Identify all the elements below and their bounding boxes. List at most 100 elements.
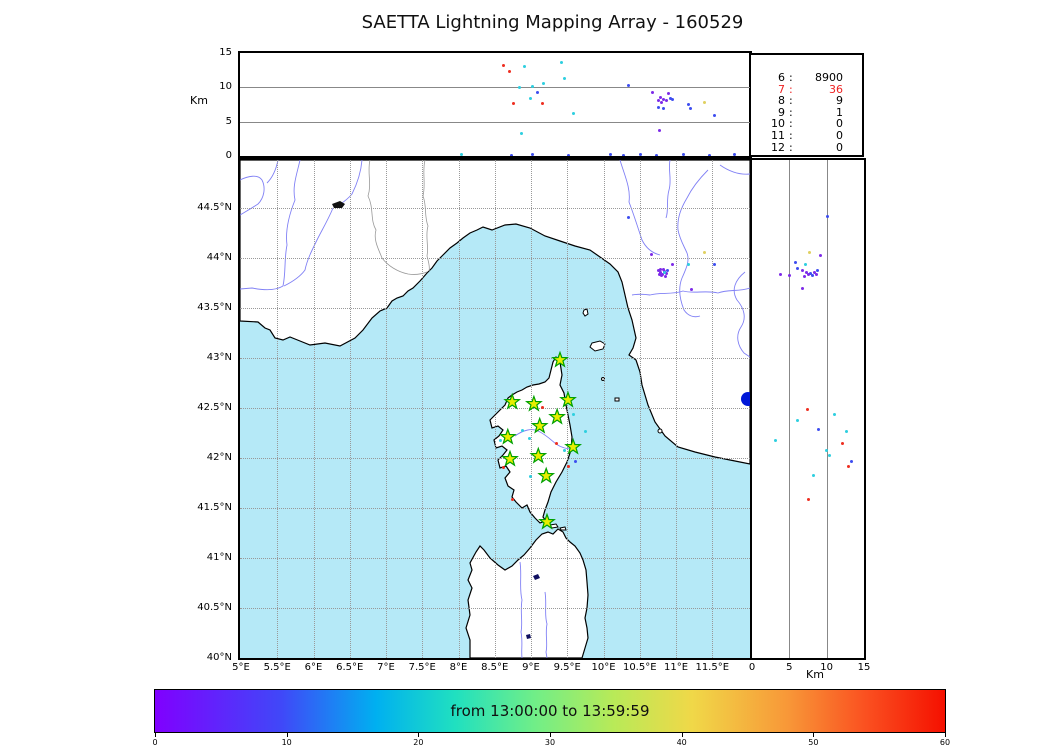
lightning-source-point	[622, 153, 626, 156]
lightning-source-point	[689, 288, 693, 291]
source-count-value: 0	[836, 140, 843, 154]
lightning-source-point	[840, 442, 844, 445]
lightning-source-point	[530, 84, 534, 88]
colorbar-tick	[286, 733, 288, 737]
colorbar-tick	[550, 733, 551, 737]
longitude-tick-label: 6°E	[304, 662, 323, 673]
lightning-source-point	[803, 275, 807, 278]
lightning-source-point	[801, 269, 805, 272]
lightning-source-point	[627, 216, 631, 219]
latitude-tick-label: 40°N	[206, 652, 232, 663]
source-count-colon: :	[789, 71, 793, 84]
lightning-source-point	[827, 454, 831, 457]
lightning-source-point	[833, 413, 837, 416]
lightning-source-point	[661, 106, 665, 110]
top-panel-ytick-label: 0	[225, 150, 232, 161]
colorbar-tick	[681, 733, 683, 737]
lake-bolsena	[741, 392, 750, 406]
pianosa-island	[614, 397, 620, 402]
lightning-source-point	[511, 102, 515, 106]
lightning-source-point	[788, 274, 792, 277]
lightning-source-point	[583, 430, 587, 433]
lightning-source-point	[686, 102, 690, 106]
lightning-source-point	[665, 269, 669, 272]
lightning-source-point	[712, 263, 716, 266]
lightning-source-point	[801, 287, 805, 290]
colorbar-tick-label: 40	[676, 738, 687, 747]
colorbar-tick-label: 30	[544, 738, 556, 747]
source-count-channel: 11	[771, 128, 785, 142]
colorbar-tick-label: 50	[808, 738, 819, 747]
source-count-row: 8: 9	[753, 95, 856, 107]
lightning-source-point	[824, 449, 828, 452]
right-panel-xtick-label: 10	[820, 662, 834, 673]
lightning-source-point	[498, 439, 502, 442]
lightning-source-point	[663, 271, 667, 274]
lightning-source-point	[508, 69, 512, 73]
lightning-source-point	[825, 215, 829, 218]
source-count-row: 7: 36	[753, 83, 856, 96]
lightning-source-point	[807, 498, 810, 501]
lightning-source-point	[810, 274, 814, 277]
capraia-island	[582, 308, 589, 317]
lightning-source-point	[522, 65, 526, 69]
lightning-source-point	[809, 272, 813, 275]
lightning-source-point	[651, 91, 655, 95]
lightning-source-point	[712, 113, 716, 117]
parallel-gridline	[240, 508, 750, 509]
parallel-gridline	[240, 408, 750, 409]
meridian-gridline	[313, 160, 315, 658]
longitude-tick-label: 9°E	[522, 662, 540, 673]
lightning-source-point	[708, 153, 712, 156]
source-count-row: 12: 0	[753, 140, 856, 154]
longitude-tick-label: 10°E	[591, 662, 616, 673]
source-count-row: 10: 0	[753, 118, 856, 130]
lightning-source-point	[540, 406, 544, 409]
lightning-source-point	[778, 273, 782, 276]
meridian-gridline	[422, 160, 424, 658]
source-count-channel: 6	[778, 71, 785, 84]
lightning-source-point	[847, 465, 851, 468]
lightning-source-point	[657, 128, 661, 132]
lightning-source-point	[688, 106, 692, 110]
lightning-source-point	[845, 430, 849, 433]
lightning-source-point	[535, 91, 539, 95]
longitude-tick-label: 8°E	[449, 662, 468, 673]
lightning-source-point	[517, 86, 521, 90]
figure-title: SAETTA Lightning Mapping Array - 160529	[361, 12, 744, 33]
parallel-gridline	[240, 358, 750, 359]
source-count-row: 11: 0	[753, 130, 856, 142]
source-count-channel: 8	[778, 94, 785, 108]
alpine-lake	[332, 201, 345, 208]
lightning-source-point	[774, 439, 778, 442]
parallel-gridline	[240, 258, 750, 259]
altitude-longitude-panel	[238, 51, 752, 158]
source-count-colon: :	[789, 128, 793, 142]
lightning-source-point	[659, 268, 663, 271]
latitude-tick-label: 41.5°N	[197, 502, 232, 513]
lightning-source-point	[667, 91, 671, 95]
colorbar-time-range-label: from 13:00:00 to 13:59:59	[450, 702, 650, 720]
colorbar-tick-label: 20	[413, 738, 424, 747]
longitude-tick-label: 10.5°E	[622, 662, 657, 673]
lightning-source-point	[806, 408, 810, 411]
lightning-source-point	[659, 100, 663, 104]
lightning-source-point	[656, 106, 660, 110]
lightning-source-point	[657, 273, 661, 276]
longitude-tick-label: 11°E	[663, 662, 689, 673]
lightning-source-point	[511, 498, 515, 501]
lightning-source-point	[664, 98, 668, 102]
lightning-source-point	[519, 132, 523, 136]
lightning-source-point	[538, 454, 542, 457]
lightning-source-point	[807, 251, 811, 254]
lightning-source-point	[567, 153, 570, 156]
lightning-source-point	[815, 273, 819, 276]
longitude-tick-label: 6.5°E	[336, 662, 364, 673]
altitude-gridline	[240, 87, 750, 89]
lightning-source-point	[531, 152, 535, 156]
right-panel-km-label: Km	[806, 668, 824, 681]
sardinia-coastline	[465, 528, 589, 658]
source-counts-box: 6:8900 7:36 8:9 9:1 10:0 11:0 12:0	[749, 53, 864, 157]
lightning-source-point	[850, 460, 854, 463]
